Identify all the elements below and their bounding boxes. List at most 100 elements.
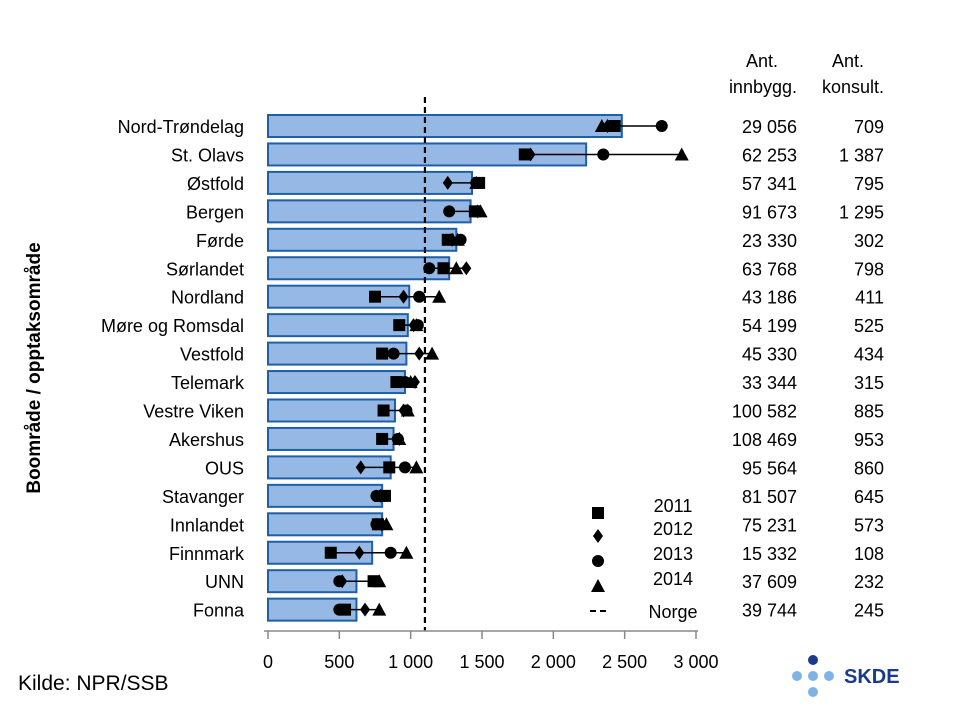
marker-2013	[423, 262, 436, 275]
marker-2014	[449, 261, 464, 275]
category-label: Førde	[196, 231, 244, 251]
category-label: St. Olavs	[171, 145, 244, 165]
legend-label-2014: 2014	[653, 569, 693, 589]
marker-2013	[413, 290, 426, 303]
marker-2013	[387, 347, 400, 360]
legend-label-norge: Norge	[648, 602, 697, 622]
marker-2011	[383, 461, 396, 474]
marker-2014	[425, 346, 440, 360]
marker-2011	[608, 120, 621, 132]
marker-2012	[442, 175, 453, 190]
x-tick-label: 500	[324, 652, 354, 672]
legend-marker-2014	[591, 579, 605, 592]
category-label: Vestre Viken	[143, 402, 244, 422]
marker-2011	[369, 290, 381, 303]
innbyggere-value: 75 231	[742, 515, 797, 535]
legend-marker-2012	[593, 529, 603, 543]
innbyggere-value: 43 186	[742, 288, 797, 308]
marker-2013	[333, 575, 346, 588]
marker-2011	[393, 319, 406, 332]
legend-label-2012: 2012	[653, 519, 693, 539]
konsultasjoner-value: 525	[854, 316, 884, 336]
category-label: Akershus	[169, 430, 244, 450]
column-header-2-line1: Ant.	[832, 51, 864, 71]
marker-2014	[403, 375, 418, 389]
marker-2013	[384, 546, 397, 559]
konsultasjoner-value: 245	[854, 601, 884, 621]
category-label: Møre og Romsdal	[101, 316, 244, 336]
marker-2013	[443, 205, 456, 218]
column-header-1-line2: innbygg.	[729, 77, 797, 97]
marker-2011	[390, 376, 403, 389]
konsultasjoner-value: 798	[854, 259, 884, 279]
category-label: Fonna	[193, 601, 245, 621]
marker-2012	[354, 545, 365, 560]
marker-2014	[674, 147, 689, 161]
skde-logo: SKDE	[792, 655, 900, 697]
konsultasjoner-value: 1 295	[839, 202, 884, 222]
innbyggere-value: 45 330	[742, 345, 797, 365]
category-label: Finnmark	[169, 544, 245, 564]
category-label: Telemark	[171, 373, 245, 393]
bar	[267, 256, 451, 281]
bar	[267, 227, 458, 252]
marker-2014	[400, 403, 415, 417]
marker-2014	[594, 119, 609, 132]
innbyggere-value: 15 332	[742, 544, 797, 564]
marker-2014	[379, 517, 394, 531]
marker-2012	[355, 460, 366, 475]
source-note: Kilde: NPR/SSB	[18, 672, 169, 695]
bar	[267, 170, 474, 195]
konsultasjoner-value: 709	[854, 117, 884, 137]
innbyggere-value: 95 564	[742, 458, 797, 478]
marker-2014	[372, 602, 387, 616]
marker-2011	[437, 262, 450, 275]
bar	[267, 426, 395, 451]
marker-2013	[655, 120, 668, 132]
x-tick-label: 2 500	[602, 652, 647, 672]
marker-2013	[398, 461, 411, 474]
konsultasjoner-value: 953	[854, 430, 884, 450]
marker-2014	[399, 545, 414, 559]
column-header-2-line2: konsult.	[822, 77, 884, 97]
marker-2013	[333, 603, 346, 616]
marker-2014	[469, 175, 484, 189]
konsultasjoner-value: 108	[854, 544, 884, 564]
bar	[267, 398, 396, 423]
marker-2014	[372, 574, 387, 588]
category-label: Innlandet	[170, 515, 244, 535]
konsultasjoner-value: 232	[854, 572, 884, 592]
innbyggere-value: 33 344	[742, 373, 797, 393]
y-axis-title: Boområde / opptaksområde	[24, 242, 45, 493]
marker-2012	[398, 289, 409, 304]
marker-2014	[473, 204, 488, 218]
logo-dot-bottom	[808, 687, 818, 697]
konsultasjoner-value: 645	[854, 487, 884, 507]
category-label: Nordland	[171, 288, 244, 308]
marker-2014	[373, 488, 388, 502]
legend-marker-2013	[592, 555, 604, 567]
bar	[267, 512, 384, 537]
konsultasjoner-value: 411	[855, 288, 884, 308]
x-tick-label: 1 000	[388, 652, 433, 672]
innbyggere-value: 91 673	[742, 202, 797, 222]
column-header-1-line1: Ant.	[746, 51, 778, 71]
innbyggere-value: 29 056	[742, 117, 797, 137]
konsultasjoner-value: 795	[854, 174, 884, 194]
x-tick-label: 0	[263, 652, 273, 672]
innbyggere-value: 54 199	[742, 316, 797, 336]
logo-dot-center	[808, 671, 818, 681]
innbyggere-value: 23 330	[742, 231, 797, 251]
konsultasjoner-value: 434	[854, 345, 884, 365]
konsultasjoner-value: 1 387	[839, 145, 884, 165]
marker-2012	[414, 346, 425, 361]
konsultasjoner-value: 315	[854, 373, 884, 393]
marker-2012	[360, 602, 371, 617]
category-label: Vestfold	[180, 345, 244, 365]
marker-2011	[377, 404, 390, 417]
marker-2012	[461, 261, 472, 276]
x-tick-label: 2 000	[531, 652, 576, 672]
category-label: Bergen	[186, 202, 244, 222]
marker-2013	[370, 518, 383, 531]
